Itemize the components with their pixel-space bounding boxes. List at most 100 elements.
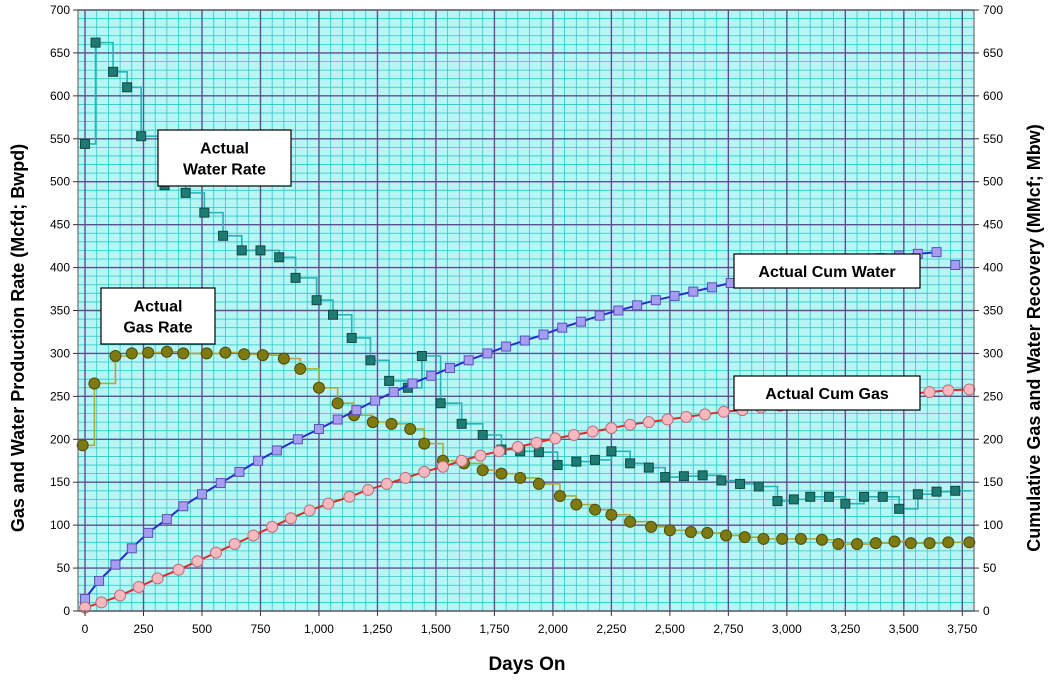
data-point-water-rate [384,375,395,386]
data-point-gas-rate [757,532,770,545]
data-point-cum-water [538,329,549,340]
annotation-cum-gas: Actual Cum Gas [733,375,921,411]
data-point-water-rate [90,37,101,48]
data-point-water-rate [859,491,870,502]
data-point-water-rate [823,491,834,502]
data-point-cum-gas [511,441,524,454]
data-point-cum-gas [530,436,543,449]
y-tick-label-left: 700 [50,3,70,17]
data-point-cum-water [931,247,942,258]
axes: 0 250 500 750 1,000 1,250 1,500 1,750 2,000 2,250… [50,3,1003,636]
y-tick-label-right: 200 [983,432,1003,446]
data-point-gas-rate [177,347,190,360]
data-point-water-rate [199,207,210,218]
data-point-cum-water [143,527,154,538]
data-point-cum-water [292,434,303,445]
data-point-gas-rate [109,350,122,363]
data-point-cum-gas [474,449,487,462]
y-tick-label-right: 550 [983,132,1003,146]
data-point-water-rate [311,295,322,306]
annotation-box [157,129,292,187]
x-tick-label: 1,750 [479,622,509,636]
y-tick-label-left: 0 [63,604,70,618]
data-point-water-rate [122,82,133,93]
data-point-gas-rate [605,508,618,521]
data-point-water-rate [236,245,247,256]
x-axis-title: Days On [488,654,565,675]
data-point-cum-gas [132,580,145,593]
data-point-cum-gas [418,465,431,478]
data-point-gas-rate [404,422,417,435]
y-tick-label-right: 300 [983,346,1003,360]
data-point-water-rate [625,458,636,469]
data-point-cum-water [706,282,717,293]
data-point-cum-gas [717,405,730,418]
data-point-cum-water [388,387,399,398]
data-point-gas-rate [851,538,864,551]
data-point-gas-rate [923,537,936,550]
data-point-gas-rate [963,536,976,549]
y-tick-label-left: 400 [50,261,70,275]
grid [78,9,975,612]
data-point-water-rate [772,496,783,507]
annotation-water-rate: Actual Water Rate [157,129,292,187]
data-point-cum-gas [586,425,599,438]
data-point-cum-water [234,466,245,477]
data-point-gas-rate [720,529,733,542]
data-point-cum-gas [493,445,506,458]
x-tick-label: 750 [250,622,270,636]
x-tick-label: 2,500 [655,622,685,636]
x-tick-label: 2,750 [713,622,743,636]
data-point-cum-water [444,363,455,374]
data-point-cum-water [407,378,418,389]
data-point-cum-water [463,355,474,366]
data-point-water-rate [290,272,301,283]
data-point-gas-rate [200,347,213,360]
x-tick-label: 1,250 [362,622,392,636]
y-tick-label-left: 100 [50,518,70,532]
data-point-gas-rate [904,537,917,550]
series-gas-rate [76,345,976,551]
data-point-cum-water [650,295,661,306]
data-point-cum-water [575,316,586,327]
data-point-water-rate [327,309,338,320]
data-point-cum-gas [228,538,241,551]
data-point-gas-rate [418,437,431,450]
data-point-cum-gas [605,422,618,435]
data-point-cum-water [594,310,605,321]
data-point-cum-gas [266,520,279,533]
data-point-water-rate [753,481,764,492]
y-tick-label-left: 500 [50,175,70,189]
data-point-water-rate [931,486,942,497]
y-tick-label-right: 150 [983,475,1003,489]
data-point-water-rate [218,230,229,241]
data-point-cum-gas [303,504,316,517]
data-point-gas-rate [832,538,845,551]
data-point-cum-gas [567,428,580,441]
data-point-cum-water [215,478,226,489]
x-tick-label: 3,500 [889,622,919,636]
x-tick-label: 500 [192,622,212,636]
data-point-cum-gas [455,454,468,467]
data-point-cum-gas [923,386,936,399]
y-tick-label-left: 650 [50,46,70,60]
data-point-gas-rate [815,533,828,546]
data-point-cum-water [196,489,207,500]
data-point-cum-water [950,259,961,270]
annotation-text: Actual Cum Gas [765,386,889,403]
data-point-water-rate [80,138,91,149]
data-point-gas-rate [624,515,637,528]
y-tick-label-right: 250 [983,389,1003,403]
data-point-water-rate [456,418,467,429]
data-point-cum-water [332,414,343,425]
x-tick-label: 1,000 [304,622,334,636]
data-point-cum-gas [322,497,335,510]
data-point-water-rate [435,398,446,409]
data-point-cum-gas [436,460,449,473]
y-axis-left-title: Gas and Water Production Rate (Mcfd; Bwp… [8,144,28,532]
data-point-cum-water [482,348,493,359]
data-point-water-rate [877,491,888,502]
data-point-cum-gas [210,546,223,559]
data-point-cum-water [426,370,437,381]
data-point-water-rate [894,503,905,514]
